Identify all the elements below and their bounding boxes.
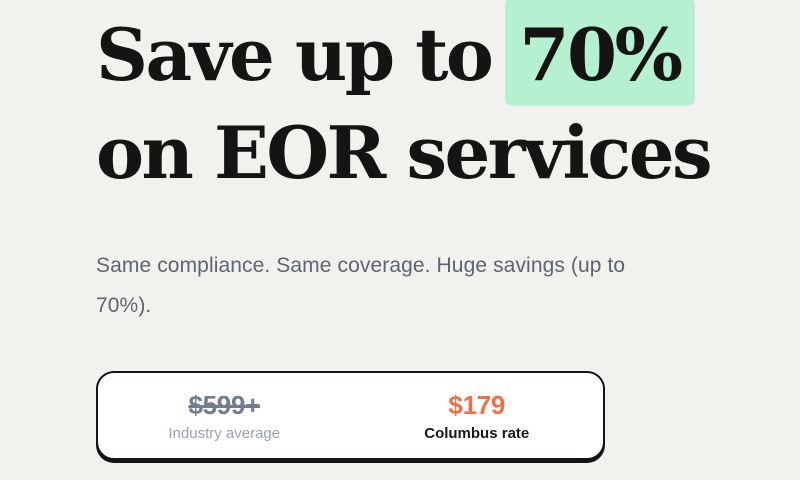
columbus-rate-price: $179 <box>448 389 506 420</box>
columbus-rate-label: Columbus rate <box>424 424 530 442</box>
headline-highlight: 70% <box>505 0 695 106</box>
headline-line2: on EOR services <box>96 110 713 195</box>
subtitle: Same compliance. Same coverage. Huge sav… <box>96 254 626 317</box>
industry-average-label: Industry average <box>168 424 281 442</box>
industry-average-column: $599+ Industry average <box>98 390 351 442</box>
headline: Save up to 70% on EOR services <box>96 0 713 202</box>
industry-average-price: $599+ <box>188 389 261 420</box>
headline-prefix: Save up to <box>96 12 494 97</box>
columbus-rate-column: $179 Columbus rate <box>351 390 604 442</box>
pricing-comparison-card: $599+ Industry average $179 Columbus rat… <box>96 371 605 460</box>
